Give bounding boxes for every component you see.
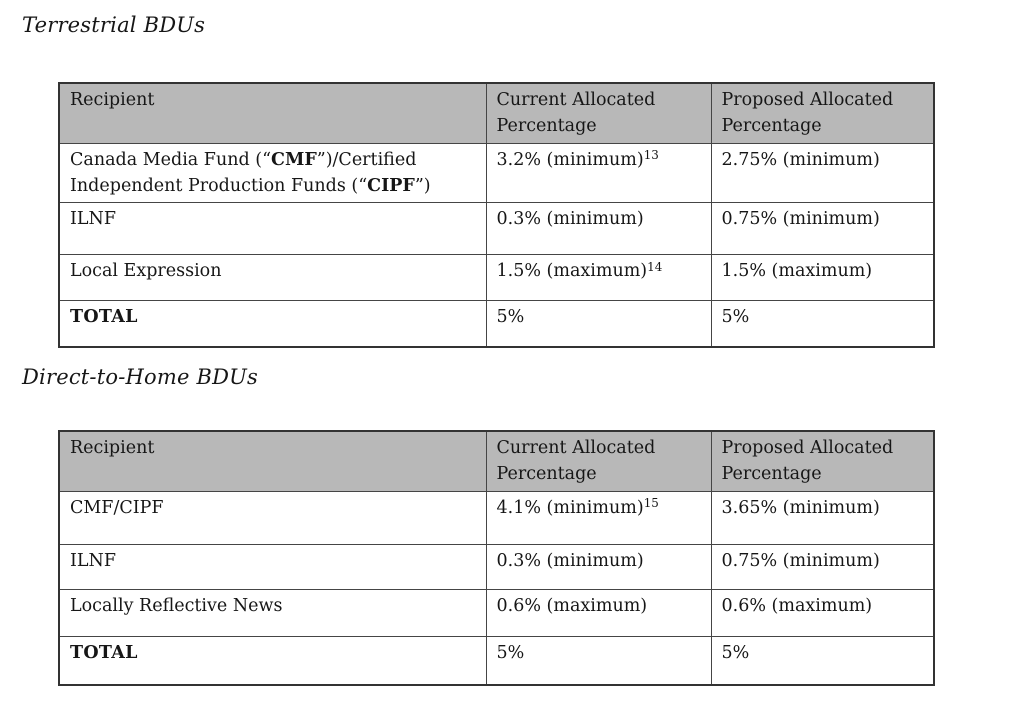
cell-recipient: Locally Reflective News (58, 588, 487, 637)
cell-current-percentage: 3.2% (minimum)13 (485, 142, 712, 203)
cell-current-percentage: 0.6% (maximum) (485, 588, 712, 637)
cell-recipient-total: TOTAL (58, 635, 487, 686)
header-recipient: Recipient (58, 82, 487, 144)
recipient-text: Local Expression (70, 261, 222, 281)
header-current-allocated-percentage: Current Allocated Percentage (485, 82, 712, 144)
recipient-text: ILNF (70, 550, 116, 571)
recipient-text: Locally Reflective News (70, 595, 283, 616)
cell-current-percentage: 5% (485, 635, 712, 686)
table-row-ilnf: ILNF 0.3% (minimum) 0.75% (minimum) (58, 543, 935, 590)
cell-recipient: Local Expression (58, 254, 487, 301)
cell-current-percentage: 5% (485, 300, 712, 347)
recipient-bold-cipf: CIPF (367, 175, 415, 196)
section-heading-terrestrial-bdus: Terrestrial BDUs (22, 13, 206, 37)
section-heading-direct-to-home-bdus: Direct-to-Home BDUs (22, 365, 259, 389)
direct-to-home-bdus-table: Recipient Current Allocated Percentage P… (58, 430, 935, 686)
percentage-value: 1.5% (maximum) (496, 261, 648, 281)
footnote-ref-14: 14 (647, 259, 663, 274)
recipient-bold-cmf: CMF (271, 149, 317, 170)
table-row-ilnf: ILNF 0.3% (minimum) 0.75% (minimum) (58, 202, 935, 255)
cell-recipient: Canada Media Fund (“CMF”)/Certified Inde… (58, 142, 487, 203)
percentage-value: 5% (496, 642, 525, 663)
header-proposed-allocated-percentage: Proposed Allocated Percentage (710, 430, 935, 492)
table-row-total: TOTAL 5% 5% (58, 635, 935, 686)
percentage-value: 3.2% (minimum) (496, 149, 644, 170)
recipient-text: TOTAL (70, 642, 138, 663)
header-recipient: Recipient (58, 430, 487, 492)
recipient-text: ILNF (70, 209, 116, 229)
cell-proposed-percentage: 0.75% (minimum) (710, 543, 935, 590)
percentage-value: 4.1% (minimum) (496, 497, 644, 518)
recipient-text: TOTAL (70, 307, 138, 327)
percentage-value: 0.3% (minimum) (496, 209, 644, 229)
cell-current-percentage: 0.3% (minimum) (485, 543, 712, 590)
table-row-locally-reflective-news: Locally Reflective News 0.6% (maximum) 0… (58, 588, 935, 637)
table-row-local-expression: Local Expression 1.5% (maximum)14 1.5% (… (58, 254, 935, 301)
cell-recipient: CMF/CIPF (58, 490, 487, 545)
cell-proposed-percentage: 5% (710, 300, 935, 347)
cell-current-percentage: 4.1% (minimum)15 (485, 490, 712, 545)
recipient-text: Canada Media Fund (“ (70, 149, 272, 170)
cell-proposed-percentage: 0.6% (maximum) (710, 588, 935, 637)
header-proposed-allocated-percentage: Proposed Allocated Percentage (710, 82, 935, 144)
percentage-value: 5% (496, 307, 525, 327)
table-header-row: Recipient Current Allocated Percentage P… (58, 82, 935, 144)
cell-recipient-total: TOTAL (58, 300, 487, 347)
recipient-text: CMF/CIPF (70, 497, 164, 518)
percentage-value: 0.6% (maximum) (496, 595, 648, 616)
cell-proposed-percentage: 0.75% (minimum) (710, 202, 935, 255)
table-row-cmf-cipf: CMF/CIPF 4.1% (minimum)15 3.65% (minimum… (58, 490, 935, 545)
recipient-text: ”) (414, 175, 431, 196)
cell-recipient: ILNF (58, 202, 487, 255)
table-header-row: Recipient Current Allocated Percentage P… (58, 430, 935, 492)
header-current-allocated-percentage: Current Allocated Percentage (485, 430, 712, 492)
cell-proposed-percentage: 3.65% (minimum) (710, 490, 935, 545)
percentage-value: 0.3% (minimum) (496, 550, 644, 571)
cell-current-percentage: 0.3% (minimum) (485, 202, 712, 255)
footnote-ref-13: 13 (643, 148, 659, 163)
recipient-text: ”)/Certified Independent Production Fund… (70, 149, 417, 196)
table-row-cmf-cipf: Canada Media Fund (“CMF”)/Certified Inde… (58, 142, 935, 203)
cell-proposed-percentage: 2.75% (minimum) (710, 142, 935, 203)
table-row-total: TOTAL 5% 5% (58, 300, 935, 347)
cell-proposed-percentage: 5% (710, 635, 935, 686)
terrestrial-bdus-table: Recipient Current Allocated Percentage P… (58, 82, 935, 348)
cell-current-percentage: 1.5% (maximum)14 (485, 254, 712, 301)
cell-recipient: ILNF (58, 543, 487, 590)
cell-proposed-percentage: 1.5% (maximum) (710, 254, 935, 301)
footnote-ref-15: 15 (643, 496, 659, 511)
